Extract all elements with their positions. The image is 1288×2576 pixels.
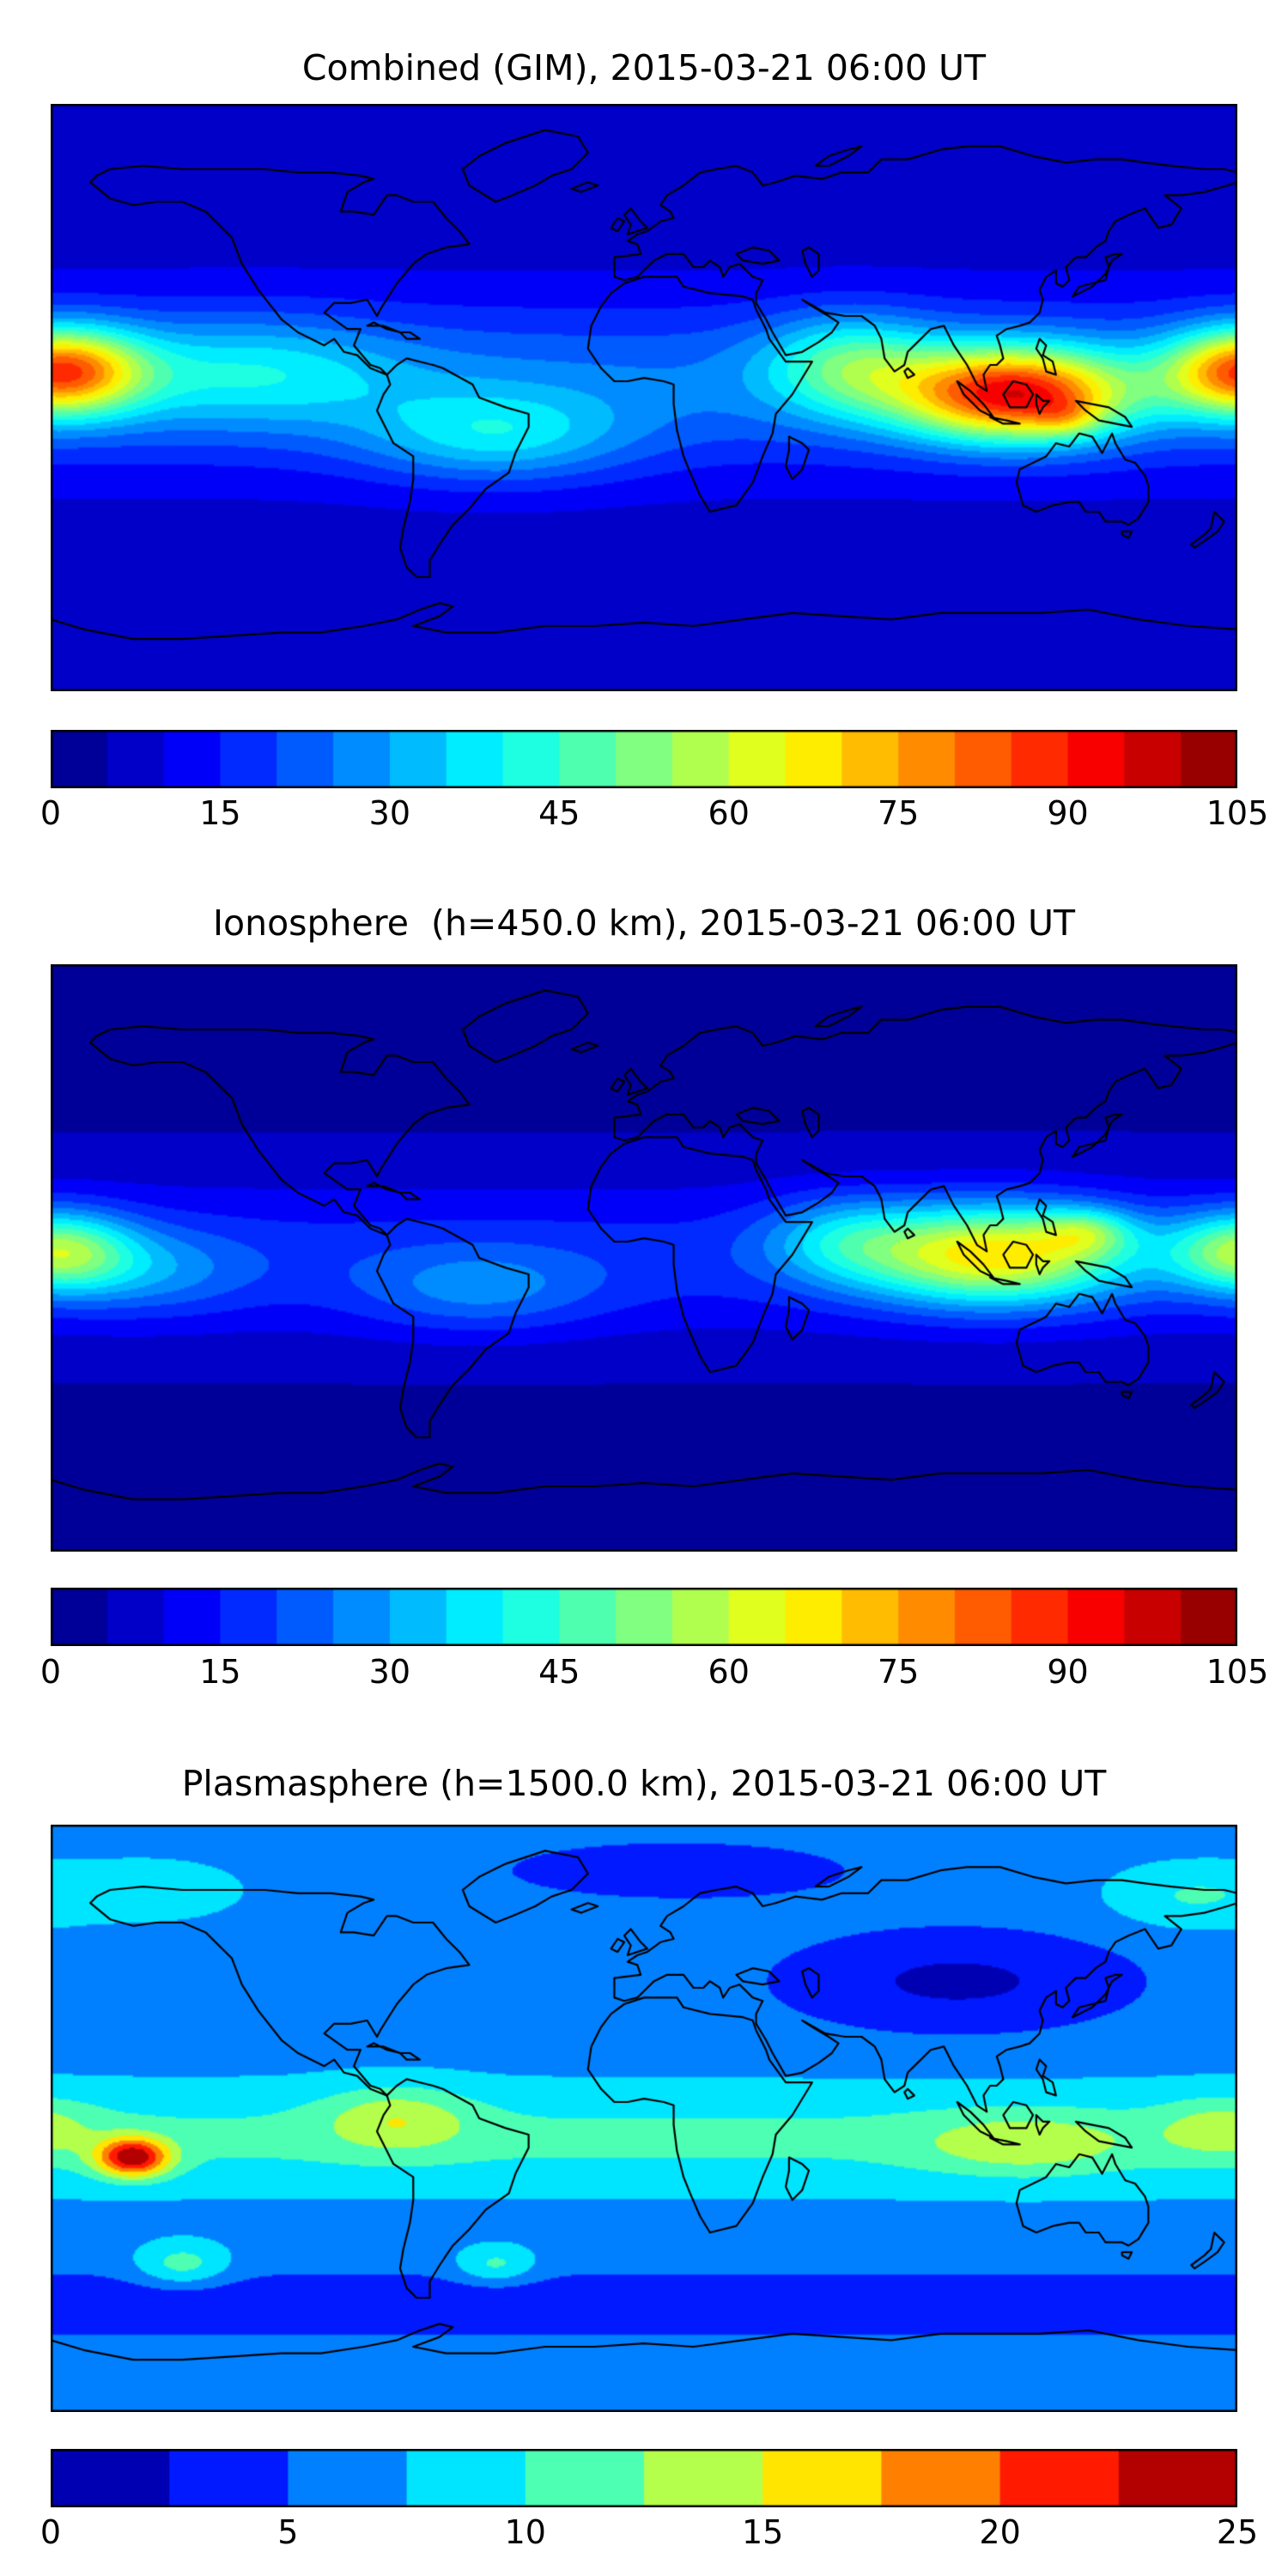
colorbar-tick-label: 75 [877, 1653, 920, 1691]
world-map-ionosphere [51, 964, 1237, 1552]
world-map-combined [51, 104, 1237, 691]
colorbar-tick-label: 105 [1206, 794, 1269, 832]
colorbar-tick-label: 30 [368, 1653, 411, 1691]
colorbar-ionosphere [51, 1588, 1237, 1646]
colorbar-ticks-combined: 0 15 30 45 60 75 90 105 [40, 793, 1268, 835]
colorbar-tick-label: 75 [877, 794, 920, 832]
colorbar-tick-label: 60 [708, 794, 750, 832]
colorbar-tick-label: 45 [538, 1653, 580, 1691]
panel-title-ionosphere: Ionosphere (h=450.0 km), 2015-03-21 06:0… [212, 902, 1076, 944]
colorbar-tick-label: 15 [199, 1653, 241, 1691]
colorbar-tick-label: 25 [1216, 2513, 1259, 2551]
colorbar-tick-label: 90 [1047, 794, 1089, 832]
colorbar-tick-label: 0 [39, 2513, 62, 2551]
colorbar-tick-label: 10 [504, 2513, 546, 2551]
panel-title-combined: Combined (GIM), 2015-03-21 06:00 UT [301, 47, 987, 88]
colorbar-ticks-plasmasphere: 0 5 10 15 20 25 [40, 2512, 1258, 2554]
colorbar-tick-label: 105 [1206, 1653, 1269, 1691]
colorbar-tick-label: 45 [538, 794, 580, 832]
colorbar-tick-label: 60 [708, 1653, 750, 1691]
colorbar-tick-label: 0 [39, 1653, 62, 1691]
colorbar-tick-label: 5 [277, 2513, 299, 2551]
colorbar-tick-label: 15 [742, 2513, 784, 2551]
colorbar-ticks-ionosphere: 0 15 30 45 60 75 90 105 [40, 1652, 1268, 1693]
world-map-plasmasphere [51, 1825, 1237, 2412]
panel-title-plasmasphere: Plasmasphere (h=1500.0 km), 2015-03-21 0… [181, 1763, 1107, 1804]
colorbar-tick-label: 15 [199, 794, 241, 832]
colorbar-tick-label: 0 [39, 794, 62, 832]
colorbar-tick-label: 30 [368, 794, 411, 832]
colorbar-tick-label: 20 [979, 2513, 1021, 2551]
colorbar-combined [51, 730, 1237, 788]
colorbar-tick-label: 90 [1047, 1653, 1089, 1691]
colorbar-plasmasphere [51, 2449, 1237, 2507]
